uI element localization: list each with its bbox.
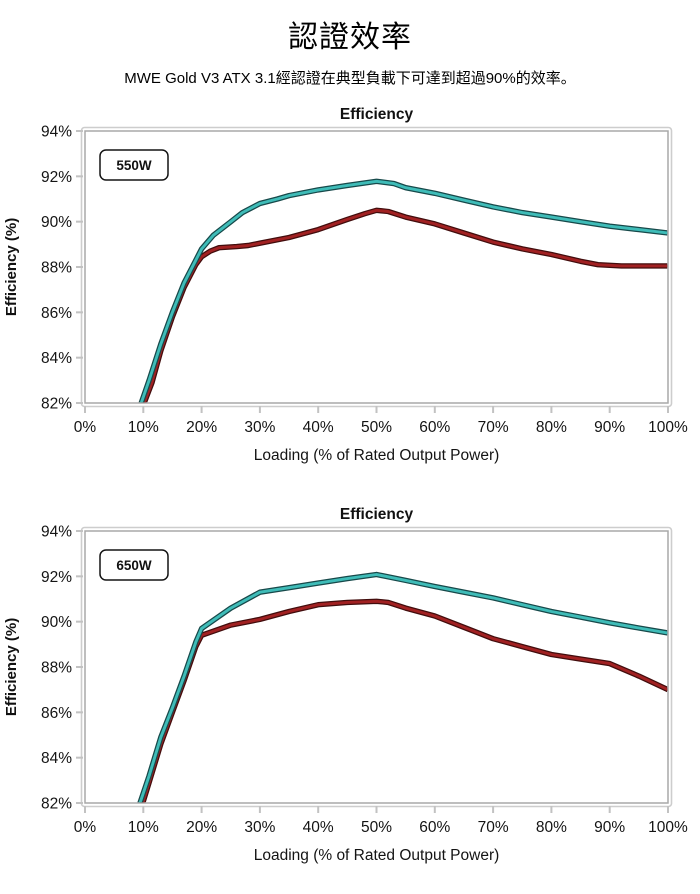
chart-canvas-650w: Efficiency 82% 84% 86% 88% 90% 92% 94% 0% 10% 20% 3… [3,506,688,864]
plot-area-border [84,130,669,404]
y-tick-label: 88% [41,660,72,677]
y-tick-label: 94% [41,124,72,141]
y-tick-label: 92% [41,569,72,586]
x-tick-label: 30% [244,419,275,436]
y-tick-label: 94% [41,524,72,541]
y-tick-label: 84% [41,750,72,767]
page: 認證效率 MWE Gold V3 ATX 3.1經認證在典型負載下可達到超過90… [0,12,700,878]
y-tick-label: 82% [41,396,72,413]
x-axis-label: Loading (% of Rated Output Power) [254,847,500,864]
y-tick-label: 86% [41,305,72,322]
x-tick-label: 30% [244,819,275,836]
teal-line [139,179,668,403]
x-axis-label: Loading (% of Rated Output Power) [254,447,500,464]
x-tick-label: 0% [74,819,97,836]
x-tick-label: 0% [74,419,97,436]
efficiency-chart-650w: Efficiency 82% 84% 86% 88% 90% 92% 94% 0% 10% 20% 3… [0,498,700,878]
y-tick-label: 86% [41,705,72,722]
x-tick-label: 90% [594,819,625,836]
x-tick-label: 40% [303,819,334,836]
x-tick-label: 80% [536,419,567,436]
efficiency-chart-550w: Efficiency 82% 84% 86% 88% 90% 92% 94% 0% 10% 20% 3… [0,98,700,478]
x-tick-label: 60% [419,419,450,436]
x-tick-label: 40% [303,419,334,436]
x-tick-label: 70% [478,419,509,436]
x-tick-label: 100% [648,419,688,436]
legend-label: 550W [116,158,152,173]
x-tick-label: 100% [648,819,688,836]
series-group-teal-line [138,178,668,403]
x-tick-label: 70% [478,819,509,836]
teal-line [138,573,668,803]
y-tick-label: 92% [41,169,72,186]
y-tick-label: 88% [41,260,72,277]
page-title: 認證效率 [288,21,412,54]
legend-box [99,549,169,581]
y-axis-label: Efficiency (%) [3,218,20,316]
y-tick-label: 84% [41,350,72,367]
x-tick-label: 20% [186,819,217,836]
charts-container: Efficiency 82% 84% 86% 88% 90% 92% 94% 0% 10% 20% 3… [0,98,700,878]
plot-area-border [84,530,669,804]
chart-title: Efficiency [340,106,414,123]
y-tick-label: 90% [41,614,72,631]
x-tick-label: 20% [186,419,217,436]
x-tick-label: 90% [594,419,625,436]
x-tick-label: 60% [419,819,450,836]
y-tick-label: 82% [41,796,72,813]
x-tick-label: 10% [128,419,159,436]
y-tick-label: 90% [41,214,72,231]
x-tick-label: 10% [128,819,159,836]
x-tick-label: 80% [536,819,567,836]
chart-title: Efficiency [340,506,414,523]
x-tick-label: 50% [361,819,392,836]
legend-box [99,149,169,181]
legend-label: 650W [116,558,152,573]
y-axis-label: Efficiency (%) [3,618,20,716]
page-subtitle: MWE Gold V3 ATX 3.1經認證在典型負載下可達到超過90%的效率。 [124,70,576,87]
x-tick-label: 50% [361,419,392,436]
chart-canvas-550w: Efficiency 82% 84% 86% 88% 90% 92% 94% 0% 10% 20% 3… [3,106,688,464]
series-group-teal-line [137,571,668,803]
